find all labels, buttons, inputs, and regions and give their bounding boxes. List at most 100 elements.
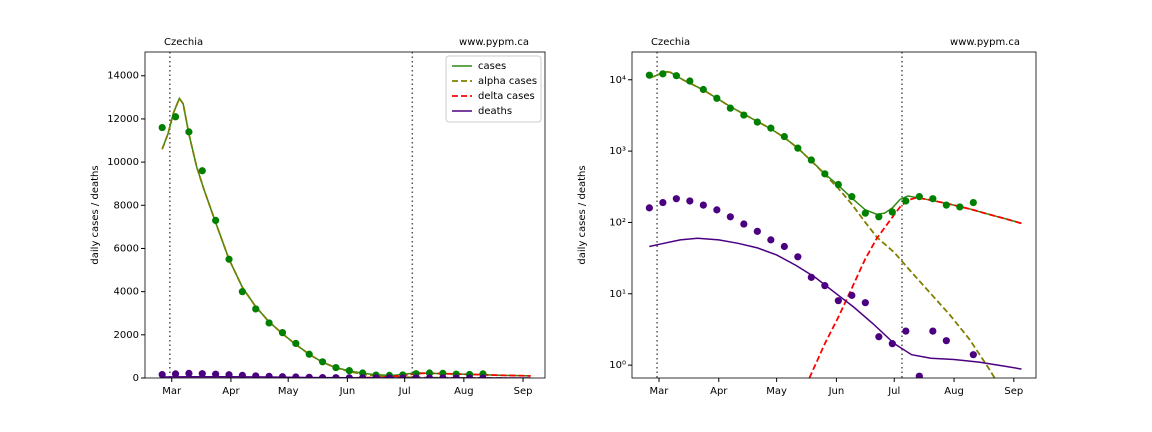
data-point — [645, 71, 653, 79]
data-point — [699, 85, 707, 94]
data-point — [265, 372, 273, 378]
data-point — [238, 288, 246, 296]
data-point — [345, 374, 353, 378]
data-point — [875, 333, 883, 341]
data-point — [345, 367, 353, 375]
legend-label: alpha cases — [478, 76, 537, 87]
data-point — [929, 195, 937, 203]
data-point — [821, 282, 829, 290]
data-point — [372, 374, 380, 378]
x-tick-label: Jun — [339, 386, 356, 397]
data-point — [780, 132, 788, 141]
data-point — [158, 123, 166, 132]
x-tick-label: May — [278, 386, 299, 397]
data-point — [713, 94, 721, 102]
data-point — [753, 118, 761, 126]
data-point — [902, 197, 910, 205]
y-tick-label: 14000 — [107, 71, 139, 82]
data-point — [318, 374, 327, 378]
x-tick-label: Jul — [887, 386, 900, 397]
y-tick-label: 0 — [133, 373, 139, 384]
data-point — [465, 374, 474, 378]
data-point — [969, 198, 977, 207]
x-tick-label: Aug — [454, 386, 474, 397]
legend-box — [445, 55, 542, 123]
data-point — [185, 128, 193, 136]
data-point — [834, 297, 842, 305]
data-point — [212, 370, 220, 378]
y-tick-label: 4000 — [114, 287, 139, 298]
data-point — [252, 305, 260, 313]
data-point — [848, 193, 856, 201]
data-point — [821, 170, 829, 178]
data-point — [225, 255, 233, 263]
data-point — [726, 104, 734, 112]
data-point — [452, 374, 460, 378]
data-point — [794, 253, 802, 261]
x-tick-label: Aug — [944, 386, 964, 397]
data-point — [956, 203, 964, 211]
subplot: Mar Apr May Jun Jul Aug Sep 0 2000 4000 6000 8000 10… — [90, 37, 546, 397]
data-point — [794, 144, 802, 152]
data-point — [929, 327, 937, 335]
data-point — [212, 216, 220, 224]
data-point — [412, 374, 420, 378]
data-point — [740, 220, 748, 228]
y-axis-label: daily cases / deaths — [90, 165, 101, 264]
data-point — [399, 374, 407, 378]
y-axis-label: daily cases / deaths — [577, 165, 588, 264]
data-point — [686, 77, 694, 85]
chart-title: Czechia — [651, 37, 690, 48]
y-tick-label: 10² — [609, 217, 626, 228]
data-point — [225, 371, 233, 378]
data-point — [359, 374, 367, 378]
data-point — [659, 198, 667, 207]
data-point — [848, 291, 856, 299]
data-point — [185, 369, 193, 377]
data-point — [767, 124, 775, 132]
data-point — [834, 180, 842, 189]
data-point — [699, 201, 707, 209]
legend-label: deaths — [478, 106, 512, 117]
x-tick-label: Sep — [1004, 386, 1023, 397]
plot-area — [645, 52, 1022, 378]
series-line — [161, 96, 506, 378]
data-point — [292, 339, 300, 348]
data-point — [659, 70, 667, 78]
data-point — [158, 370, 166, 378]
chart-title: Czechia — [164, 37, 203, 48]
y-tick-label: 10⁰ — [609, 360, 626, 371]
x-tick-label: Mar — [162, 386, 182, 397]
y-tick-label: 10⁴ — [609, 75, 626, 86]
data-point — [425, 374, 434, 378]
y-tick-label: 8000 — [114, 200, 139, 211]
data-point — [265, 319, 273, 327]
data-point — [425, 369, 434, 377]
x-tick-label: Apr — [222, 386, 240, 397]
data-point — [861, 299, 869, 307]
series-line — [649, 237, 1022, 370]
data-point — [332, 364, 340, 372]
y-tick-label: 10000 — [107, 157, 139, 168]
data-point — [942, 337, 950, 345]
data-point — [915, 372, 923, 378]
x-tick-label: Jul — [398, 386, 411, 397]
series-line — [161, 96, 531, 377]
data-point — [198, 167, 206, 175]
legend-label: delta cases — [478, 91, 535, 102]
data-point — [807, 273, 815, 281]
data-point — [305, 373, 313, 378]
data-point — [672, 195, 680, 203]
y-tick-label: 12000 — [107, 114, 139, 125]
data-point — [969, 351, 977, 359]
source-label: www.pypm.ca — [950, 37, 1020, 48]
data-point — [198, 370, 206, 378]
data-point — [740, 111, 748, 119]
data-point — [753, 227, 761, 235]
data-point — [767, 236, 775, 244]
data-point — [171, 113, 180, 121]
data-point — [888, 340, 896, 348]
series-line — [649, 70, 1022, 225]
x-tick-label: May — [766, 386, 787, 397]
data-point — [439, 374, 447, 378]
